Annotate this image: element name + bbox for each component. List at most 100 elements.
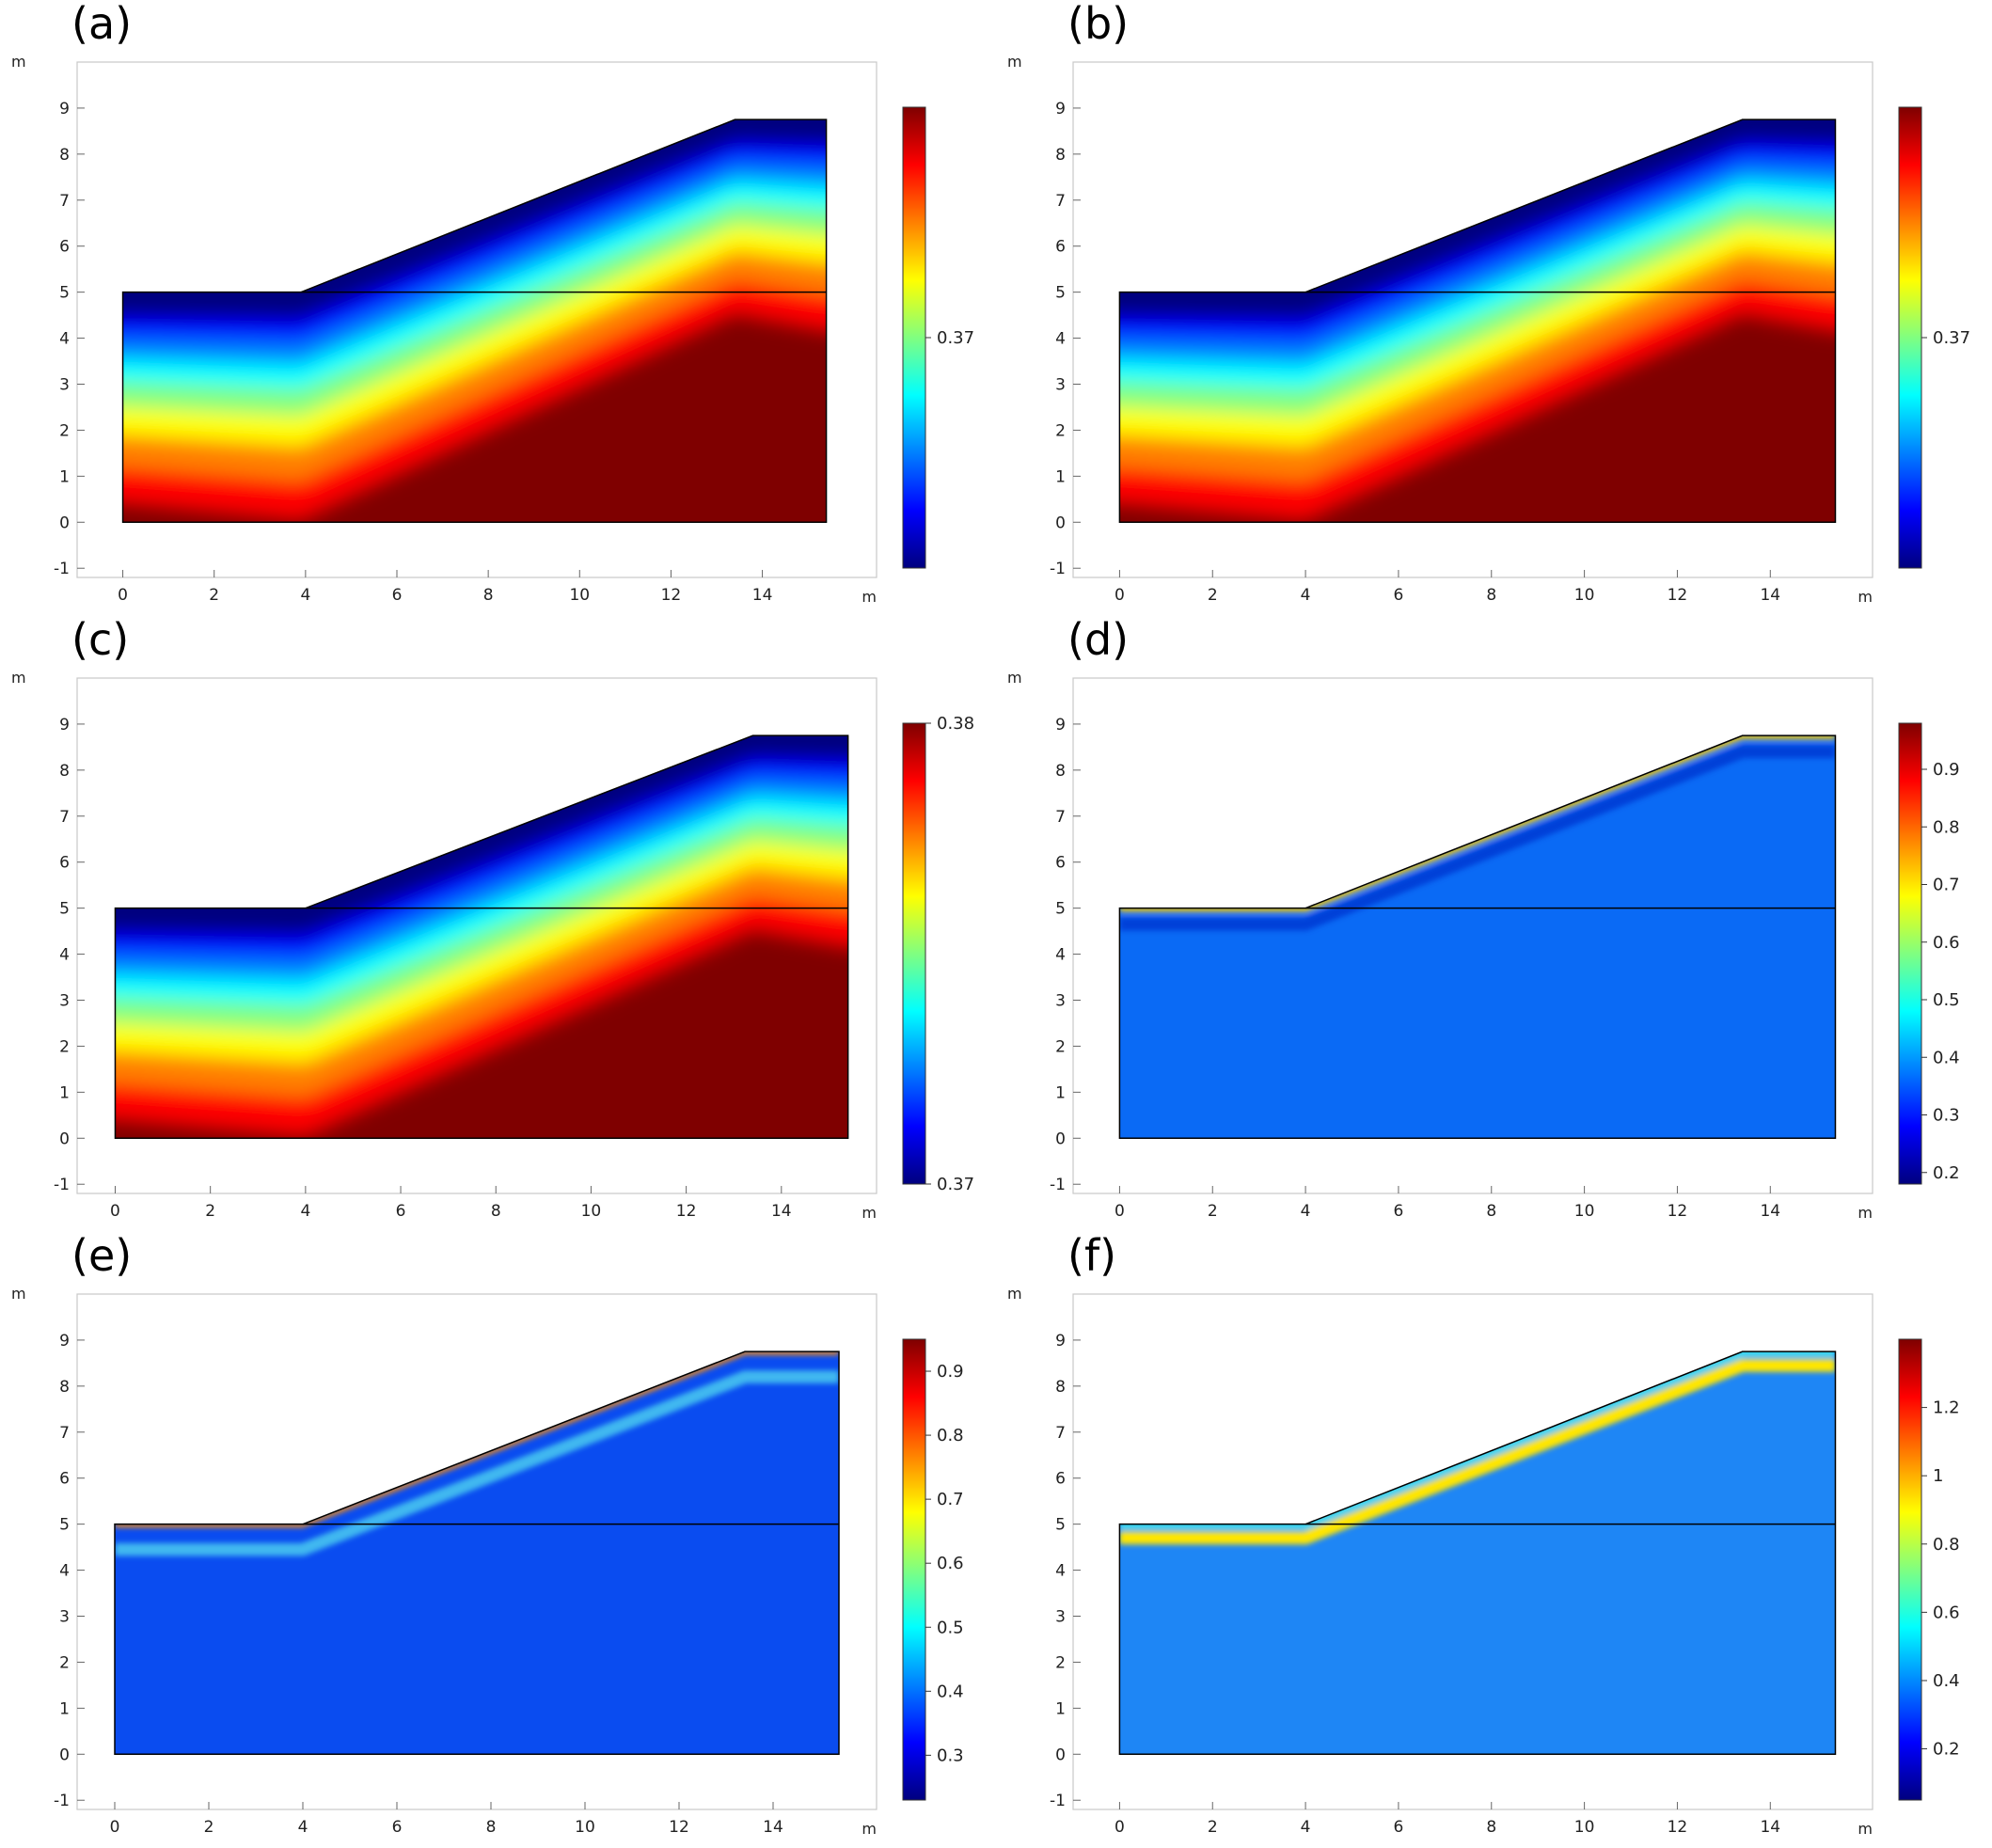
- x-tick-label: 4: [300, 1202, 310, 1221]
- y-tick-label: 6: [59, 1470, 70, 1489]
- colorbar-label: 0.8: [1933, 1535, 1960, 1555]
- colorbar-label: 0.8: [1933, 817, 1960, 837]
- y-tick-label: 6: [59, 854, 70, 873]
- domain-outline: [1118, 118, 1837, 524]
- colorbar-label: 0.6: [937, 1554, 964, 1573]
- y-unit-label: m: [11, 1285, 26, 1303]
- x-tick-label: 0: [1115, 1818, 1125, 1837]
- x-tick-label: 12: [676, 1202, 697, 1221]
- colorbar-label: 0.4: [1933, 1048, 1960, 1067]
- colorbar: 0.9 0.8 0.7 0.6 0.5 0.4 0.3 0.2: [1898, 722, 1960, 1185]
- y-tick-label: 1: [59, 1083, 70, 1102]
- colorbar-gradient: [1898, 106, 1922, 569]
- x-unit-label: m: [1858, 588, 1873, 606]
- x-tick-label: 10: [569, 586, 590, 605]
- surface-band: [1119, 735, 1836, 912]
- x-unit-label: m: [862, 1204, 877, 1222]
- colorbar-label: 0.2: [1933, 1163, 1960, 1183]
- y-tick-label: 9: [1055, 716, 1066, 734]
- colorbar-label: 0.3: [937, 1745, 964, 1765]
- panel-e: (e) m 0 2 4 6 8 10 12 14 -1 0 1 2 3 4 5 6 7 8 9 m 0.9 0.8 0.7 0.6…: [0, 1230, 996, 1848]
- y-tick-label: 1: [59, 467, 70, 486]
- colorbar-label: 0.37: [1933, 328, 1970, 348]
- colorbar: 0.38 0.37: [902, 714, 974, 1194]
- x-tick-label: 10: [581, 1202, 602, 1221]
- colorbar-label: 0.3: [1933, 1106, 1960, 1126]
- x-tick-label: 0: [1115, 1202, 1125, 1221]
- colorbar: 0.9 0.8 0.7 0.6 0.5 0.4 0.3: [902, 1338, 964, 1801]
- y-tick-label: 1: [59, 1699, 70, 1718]
- x-tick-label: 4: [298, 1818, 308, 1837]
- colorbar-gradient: [1898, 722, 1922, 1185]
- y-tick-label: 0: [59, 1129, 70, 1148]
- panel-label: (e): [71, 1230, 133, 1281]
- y-tick-label: 1: [1055, 467, 1066, 486]
- colorbar-label: 0.37: [937, 1175, 974, 1194]
- y-tick-label: 4: [59, 330, 70, 349]
- x-tick-label: 14: [771, 1202, 792, 1221]
- y-tick-label: 8: [59, 146, 70, 165]
- y-tick-label: 8: [59, 762, 70, 781]
- y-tick-label: 0: [59, 513, 70, 532]
- x-tick-label: 10: [1574, 1202, 1595, 1221]
- x-tick-label: 2: [204, 1818, 214, 1837]
- field-bands: [1119, 735, 1836, 931]
- x-tick-label: 2: [1208, 1202, 1218, 1221]
- x-tick-label: 4: [1301, 586, 1311, 605]
- colorbar: 0.37: [1898, 106, 1970, 569]
- domain-outline: [1118, 734, 1837, 1140]
- y-tick-label: 8: [59, 1378, 70, 1397]
- x-tick-label: 2: [1208, 1818, 1218, 1837]
- y-tick-label: 0: [59, 1745, 70, 1764]
- x-tick-label: 12: [1668, 1818, 1688, 1837]
- y-tick-label: 5: [1055, 1516, 1066, 1535]
- y-tick-label: 3: [1055, 1608, 1066, 1627]
- panel-label: (a): [71, 0, 133, 49]
- x-tick-label: 0: [118, 586, 128, 605]
- y-tick-label: 7: [59, 808, 70, 827]
- y-tick-label: 9: [59, 100, 70, 118]
- inner-band: [1119, 1358, 1836, 1545]
- x-tick-label: 0: [110, 1202, 120, 1221]
- y-tick-label: 6: [59, 238, 70, 257]
- colorbar-gradient: [902, 722, 926, 1185]
- y-tick-label: -1: [54, 560, 70, 578]
- x-unit-label: m: [862, 1820, 877, 1838]
- y-tick-label: 4: [1055, 330, 1066, 349]
- x-tick-label: 4: [1301, 1818, 1311, 1837]
- x-tick-label: 14: [1760, 1202, 1780, 1221]
- colorbar-label: 0.6: [1933, 1603, 1960, 1622]
- y-tick-label: 9: [59, 716, 70, 734]
- field-bands: [115, 1351, 839, 1556]
- y-tick-label: -1: [1050, 560, 1066, 578]
- colorbar-label: 0.8: [937, 1426, 964, 1445]
- colorbar-label: 0.5: [937, 1618, 964, 1637]
- y-tick-label: 6: [1055, 238, 1066, 257]
- y-tick-label: 1: [1055, 1699, 1066, 1718]
- x-tick-label: 8: [486, 1818, 497, 1837]
- x-tick-label: 12: [1668, 1202, 1688, 1221]
- y-tick-label: 2: [59, 421, 70, 440]
- y-tick-label: 7: [59, 1424, 70, 1443]
- panel-label: (d): [1067, 614, 1130, 665]
- inner-band: [115, 1370, 839, 1556]
- y-tick-label: 7: [1055, 1424, 1066, 1443]
- y-tick-label: 3: [59, 1608, 70, 1627]
- inner-band: [1119, 745, 1836, 931]
- panel-label: (c): [71, 614, 130, 665]
- y-tick-label: 5: [1055, 900, 1066, 919]
- y-tick-label: 9: [59, 1332, 70, 1350]
- y-tick-label: 0: [1055, 1745, 1066, 1764]
- colorbar-label: 0.5: [1933, 990, 1960, 1010]
- y-tick-label: 5: [1055, 284, 1066, 303]
- y-tick-label: 5: [59, 284, 70, 303]
- panel-label: (b): [1067, 0, 1130, 49]
- colorbar-gradient: [902, 1338, 926, 1801]
- x-tick-label: 4: [1301, 1202, 1311, 1221]
- y-tick-label: 8: [1055, 146, 1066, 165]
- x-tick-label: 10: [1574, 1818, 1595, 1837]
